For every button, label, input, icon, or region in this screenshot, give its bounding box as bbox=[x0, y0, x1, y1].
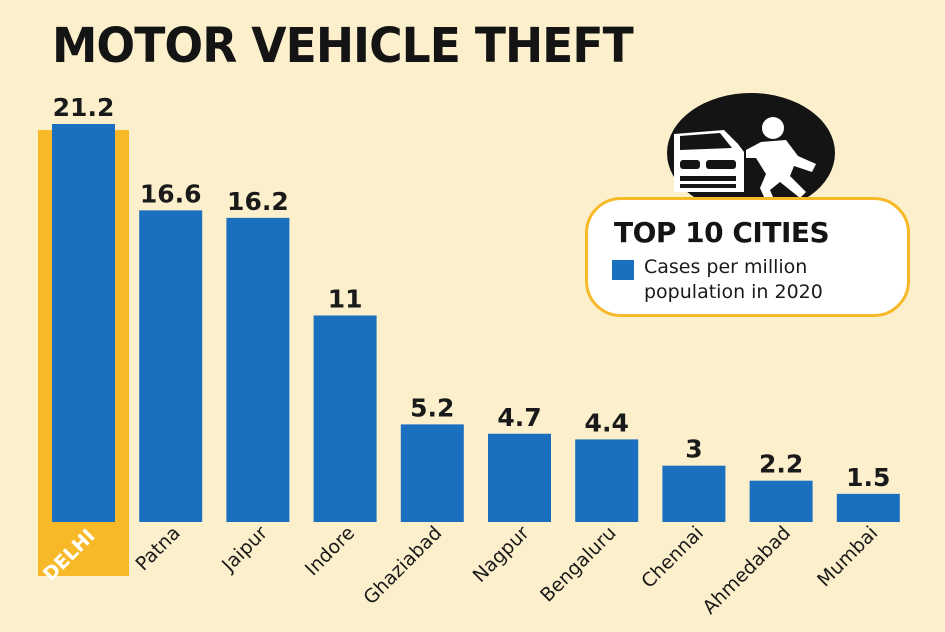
value-label-patna: 16.6 bbox=[140, 179, 202, 208]
bar-chennai bbox=[662, 465, 726, 522]
legend: TOP 10 CITIES Cases per million populati… bbox=[585, 197, 910, 317]
bar-patna bbox=[139, 210, 203, 522]
bar-nagpur bbox=[488, 433, 551, 522]
value-label-ahmedabad: 2.2 bbox=[759, 450, 803, 479]
bar-delhi bbox=[52, 124, 115, 522]
value-labels: 21.2 16.6 16.2 11 5.2 4.7 4.4 3 2.2 1.5 bbox=[53, 93, 891, 492]
category-label-ahmedabad: Ahmedabad bbox=[698, 522, 795, 619]
category-label-nagpur: Nagpur bbox=[469, 522, 534, 587]
value-label-ghaziabad: 5.2 bbox=[410, 393, 454, 422]
legend-heading: TOP 10 CITIES bbox=[614, 216, 830, 249]
category-label-mumbai: Mumbai bbox=[813, 522, 882, 591]
category-labels: DELHI Patna Jaipur Indore Ghaziabad Nagpur Ben… bbox=[39, 522, 882, 619]
category-label-indore: Indore bbox=[301, 522, 359, 580]
bar-ghaziabad bbox=[400, 424, 464, 522]
category-label-patna: Patna bbox=[131, 522, 184, 575]
bar-indore bbox=[313, 315, 377, 522]
value-label-delhi: 21.2 bbox=[53, 93, 115, 122]
value-label-jaipur: 16.2 bbox=[227, 187, 289, 216]
bar-mumbai bbox=[836, 493, 900, 522]
category-label-chennai: Chennai bbox=[637, 522, 708, 593]
bar-bengaluru bbox=[575, 439, 639, 522]
bar-jaipur bbox=[226, 217, 290, 522]
value-label-nagpur: 4.7 bbox=[497, 403, 541, 432]
value-label-bengaluru: 4.4 bbox=[585, 408, 629, 437]
value-label-indore: 11 bbox=[328, 284, 363, 313]
value-label-chennai: 3 bbox=[685, 435, 702, 464]
chart-title: MOTOR VEHICLE THEFT bbox=[52, 18, 634, 74]
category-label-jaipur: Jaipur bbox=[217, 522, 272, 577]
car-theft-icon bbox=[667, 93, 835, 213]
legend-entry: Cases per million population in 2020 bbox=[644, 256, 823, 303]
category-label-ghaziabad: Ghaziabad bbox=[359, 522, 446, 609]
bar-ahmedabad bbox=[749, 480, 813, 522]
value-label-mumbai: 1.5 bbox=[846, 463, 890, 492]
bars bbox=[52, 124, 900, 522]
category-label-bengaluru: Bengaluru bbox=[536, 522, 621, 607]
legend-swatch bbox=[612, 260, 634, 280]
